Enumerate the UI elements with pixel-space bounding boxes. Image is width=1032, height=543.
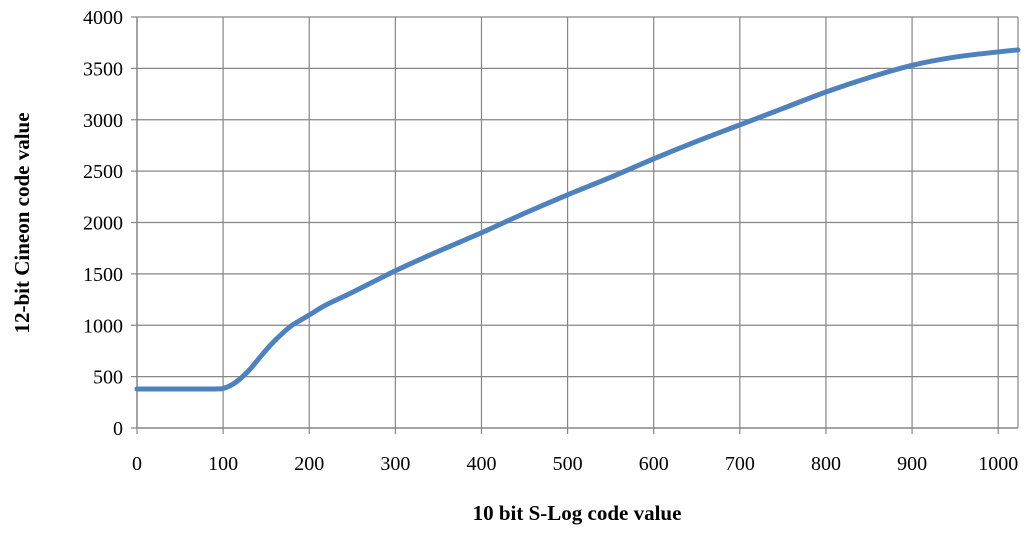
y-tick-label: 1500 [83, 264, 123, 286]
x-axis-title: 10 bit S-Log code value [473, 501, 682, 525]
x-tick-label: 1000 [978, 453, 1018, 475]
y-tick-label: 2500 [83, 161, 123, 183]
y-axis-title: 12-bit Cineon code value [10, 112, 34, 333]
axes [131, 16, 1018, 434]
x-tick-label: 500 [553, 453, 583, 475]
y-tick-label: 2000 [83, 213, 123, 235]
x-tick-label: 900 [897, 453, 927, 475]
y-tick-label: 500 [93, 367, 123, 389]
y-tick-label: 3000 [83, 110, 123, 132]
tick-labels: 0 100 200 300 400 500 600 700 800 900 1000 0 500 1000… [83, 7, 1018, 475]
y-tick-label: 1000 [83, 315, 123, 337]
x-tick-label: 300 [380, 453, 410, 475]
x-tick-label: 400 [466, 453, 496, 475]
x-tick-label: 200 [294, 453, 324, 475]
x-tick-label: 600 [639, 453, 669, 475]
y-tick-label: 3500 [83, 58, 123, 80]
x-tick-label: 100 [208, 453, 238, 475]
x-tick-label: 800 [811, 453, 841, 475]
series-line [134, 47, 1021, 392]
x-tick-label: 700 [725, 453, 755, 475]
x-tick-label: 0 [132, 453, 142, 475]
series-layer [134, 47, 1021, 392]
y-tick-label: 4000 [83, 7, 123, 29]
y-tick-label: 0 [113, 418, 123, 440]
gridlines [137, 16, 1019, 428]
